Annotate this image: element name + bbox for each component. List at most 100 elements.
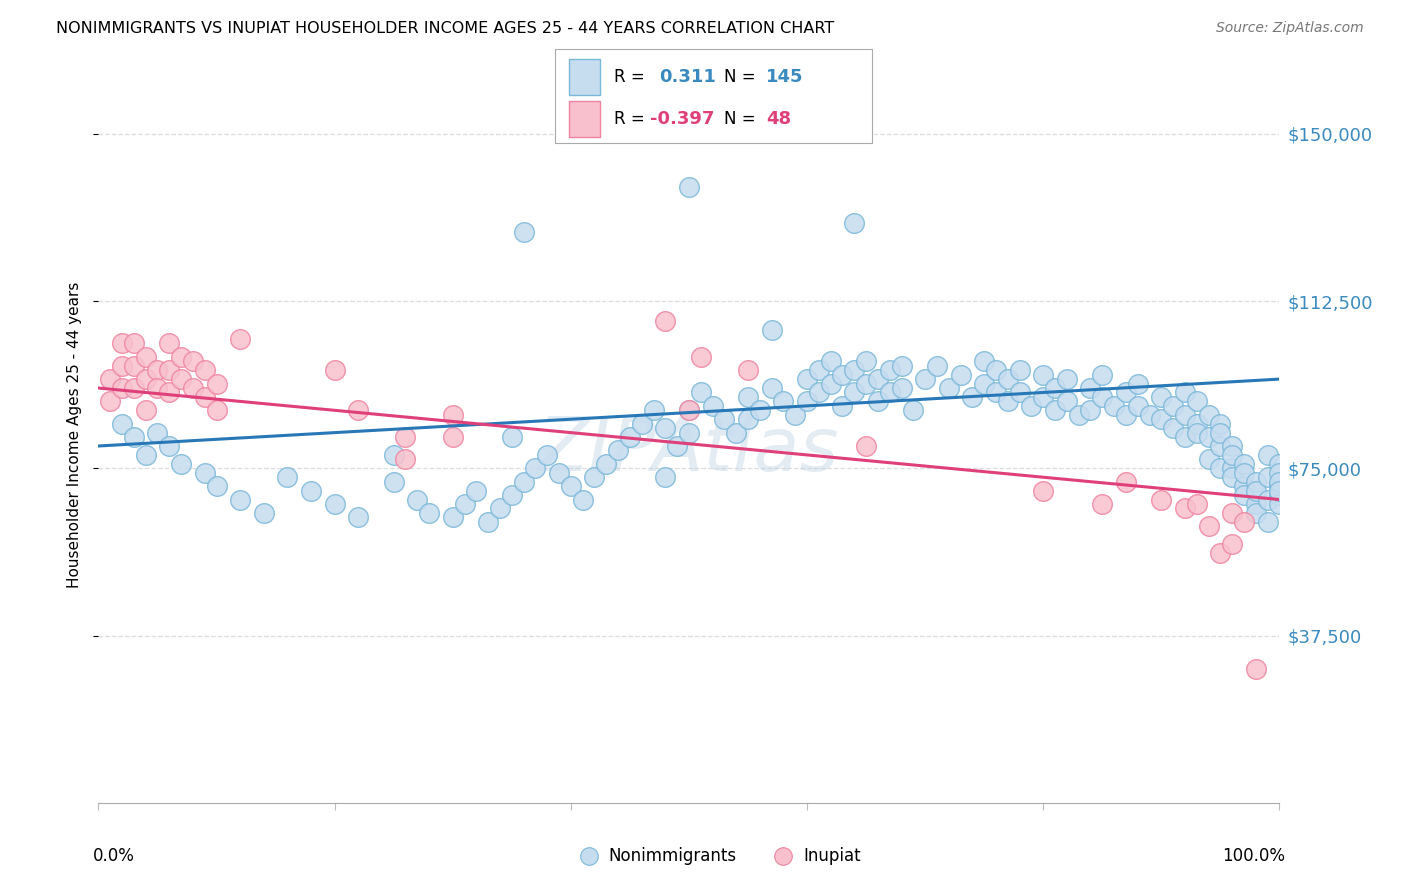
Point xyxy=(122,336,145,351)
Point xyxy=(1174,501,1197,516)
Point xyxy=(465,483,488,498)
Text: 0.0%: 0.0% xyxy=(93,847,135,865)
Point xyxy=(1268,475,1291,489)
Point xyxy=(1150,412,1173,426)
Point xyxy=(441,430,464,444)
Point xyxy=(1008,385,1031,400)
Point xyxy=(879,385,901,400)
Point xyxy=(441,408,464,422)
Point xyxy=(157,363,180,377)
Point xyxy=(654,470,676,484)
Point xyxy=(1198,408,1220,422)
Point xyxy=(1220,470,1243,484)
Point xyxy=(997,372,1019,386)
Point xyxy=(1080,403,1102,417)
Point xyxy=(382,448,405,462)
Point xyxy=(831,368,853,382)
Text: -0.397: -0.397 xyxy=(650,111,714,128)
Text: 100.0%: 100.0% xyxy=(1222,847,1285,865)
Point xyxy=(394,452,416,467)
Point xyxy=(844,363,866,377)
Point xyxy=(111,336,134,351)
Point xyxy=(1174,430,1197,444)
Point xyxy=(1008,363,1031,377)
Point xyxy=(713,412,735,426)
Point xyxy=(1268,483,1291,498)
Point xyxy=(866,372,889,386)
Point xyxy=(1056,372,1078,386)
Point xyxy=(170,457,193,471)
Point xyxy=(536,448,558,462)
Point xyxy=(1209,425,1232,440)
Point xyxy=(1220,461,1243,475)
Point xyxy=(984,385,1007,400)
Point xyxy=(157,385,180,400)
Point xyxy=(807,385,830,400)
Point xyxy=(548,466,571,480)
Text: N =: N = xyxy=(724,111,755,128)
Point xyxy=(418,506,440,520)
Point xyxy=(820,354,842,368)
Point xyxy=(689,350,711,364)
Point xyxy=(855,376,877,391)
Point xyxy=(571,492,593,507)
Text: Inupiat: Inupiat xyxy=(803,847,860,864)
Text: ZIPAtlas: ZIPAtlas xyxy=(538,414,839,485)
Point xyxy=(914,372,936,386)
Point xyxy=(938,381,960,395)
Point xyxy=(181,354,204,368)
Point xyxy=(157,439,180,453)
Text: Nonimmigrants: Nonimmigrants xyxy=(609,847,737,864)
Point xyxy=(229,492,252,507)
Point xyxy=(135,350,157,364)
Point xyxy=(1198,452,1220,467)
Point xyxy=(1220,448,1243,462)
Point xyxy=(1233,457,1256,471)
Point xyxy=(962,390,984,404)
Point xyxy=(1209,461,1232,475)
Text: 0.311: 0.311 xyxy=(659,68,716,87)
Point xyxy=(347,403,370,417)
Point xyxy=(382,475,405,489)
Point xyxy=(879,363,901,377)
Point xyxy=(1244,483,1267,498)
Point xyxy=(1185,394,1208,409)
Point xyxy=(111,381,134,395)
Point xyxy=(890,359,912,373)
Point xyxy=(477,515,499,529)
Point xyxy=(1032,483,1054,498)
Point xyxy=(1209,439,1232,453)
Point xyxy=(394,430,416,444)
Point xyxy=(194,466,217,480)
Point xyxy=(619,430,641,444)
Point xyxy=(560,479,582,493)
Point xyxy=(98,394,121,409)
Point xyxy=(1220,439,1243,453)
Point xyxy=(135,403,157,417)
Point xyxy=(1209,417,1232,431)
Point xyxy=(1257,470,1279,484)
Point xyxy=(194,363,217,377)
Point xyxy=(678,403,700,417)
Point xyxy=(1174,408,1197,422)
Point xyxy=(866,394,889,409)
Text: 145: 145 xyxy=(766,68,804,87)
Point xyxy=(737,363,759,377)
Point xyxy=(146,381,169,395)
Point xyxy=(949,368,972,382)
Point xyxy=(122,381,145,395)
Point xyxy=(1233,466,1256,480)
Point xyxy=(796,394,818,409)
Point xyxy=(1102,399,1125,413)
Point xyxy=(973,354,995,368)
Point xyxy=(925,359,948,373)
Point xyxy=(276,470,298,484)
Point xyxy=(785,408,807,422)
Point xyxy=(1185,417,1208,431)
Point xyxy=(205,403,228,417)
Point xyxy=(489,501,512,516)
Point xyxy=(1220,537,1243,551)
Point xyxy=(253,506,276,520)
Point xyxy=(761,381,783,395)
Point xyxy=(524,461,547,475)
